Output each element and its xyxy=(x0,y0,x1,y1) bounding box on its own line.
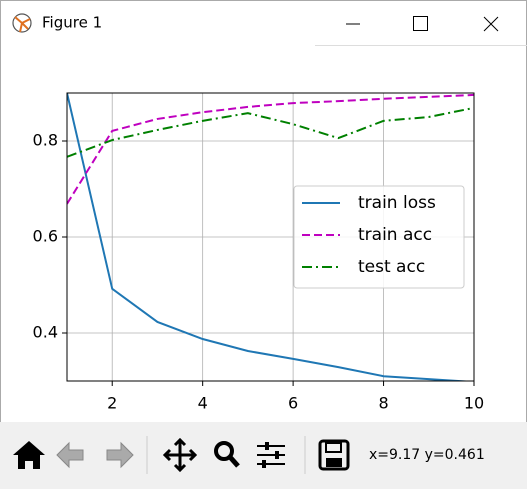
app-icon xyxy=(12,13,32,33)
back-button[interactable] xyxy=(56,441,84,469)
maximize-button[interactable] xyxy=(413,16,428,31)
close-button[interactable] xyxy=(483,16,499,32)
plot: 2 4 6 8 10 0.4 0.6 0.8 train loss train acc test a… xyxy=(33,92,484,413)
x-tick-label: 6 xyxy=(288,394,298,413)
x-tick-label: 4 xyxy=(198,394,208,413)
zoom-button[interactable] xyxy=(214,441,240,468)
series-line xyxy=(67,106,474,158)
cursor-status: x=9.17 y=0.461 xyxy=(369,447,485,463)
legend-label: test acc xyxy=(358,257,425,277)
forward-button[interactable] xyxy=(106,441,134,469)
x-tick-label: 8 xyxy=(378,394,388,413)
axes-frame xyxy=(66,92,475,382)
lines xyxy=(67,93,474,381)
configure-button[interactable] xyxy=(257,442,285,468)
series-line xyxy=(67,93,474,381)
y-tick-label: 0.4 xyxy=(33,323,58,342)
pan-button[interactable] xyxy=(162,437,198,473)
legend-label: train loss xyxy=(358,193,436,213)
y-tick-label: 0.6 xyxy=(33,227,58,246)
legend-box xyxy=(293,185,465,289)
x-tick-label: 10 xyxy=(464,394,484,413)
legend-label: train acc xyxy=(358,225,432,245)
window-title: Figure 1 xyxy=(42,14,102,32)
home-button[interactable] xyxy=(13,441,45,469)
x-tick-label: 2 xyxy=(107,394,117,413)
y-tick-label: 0.8 xyxy=(33,131,58,150)
series-line xyxy=(67,93,474,205)
save-button[interactable] xyxy=(318,439,350,471)
